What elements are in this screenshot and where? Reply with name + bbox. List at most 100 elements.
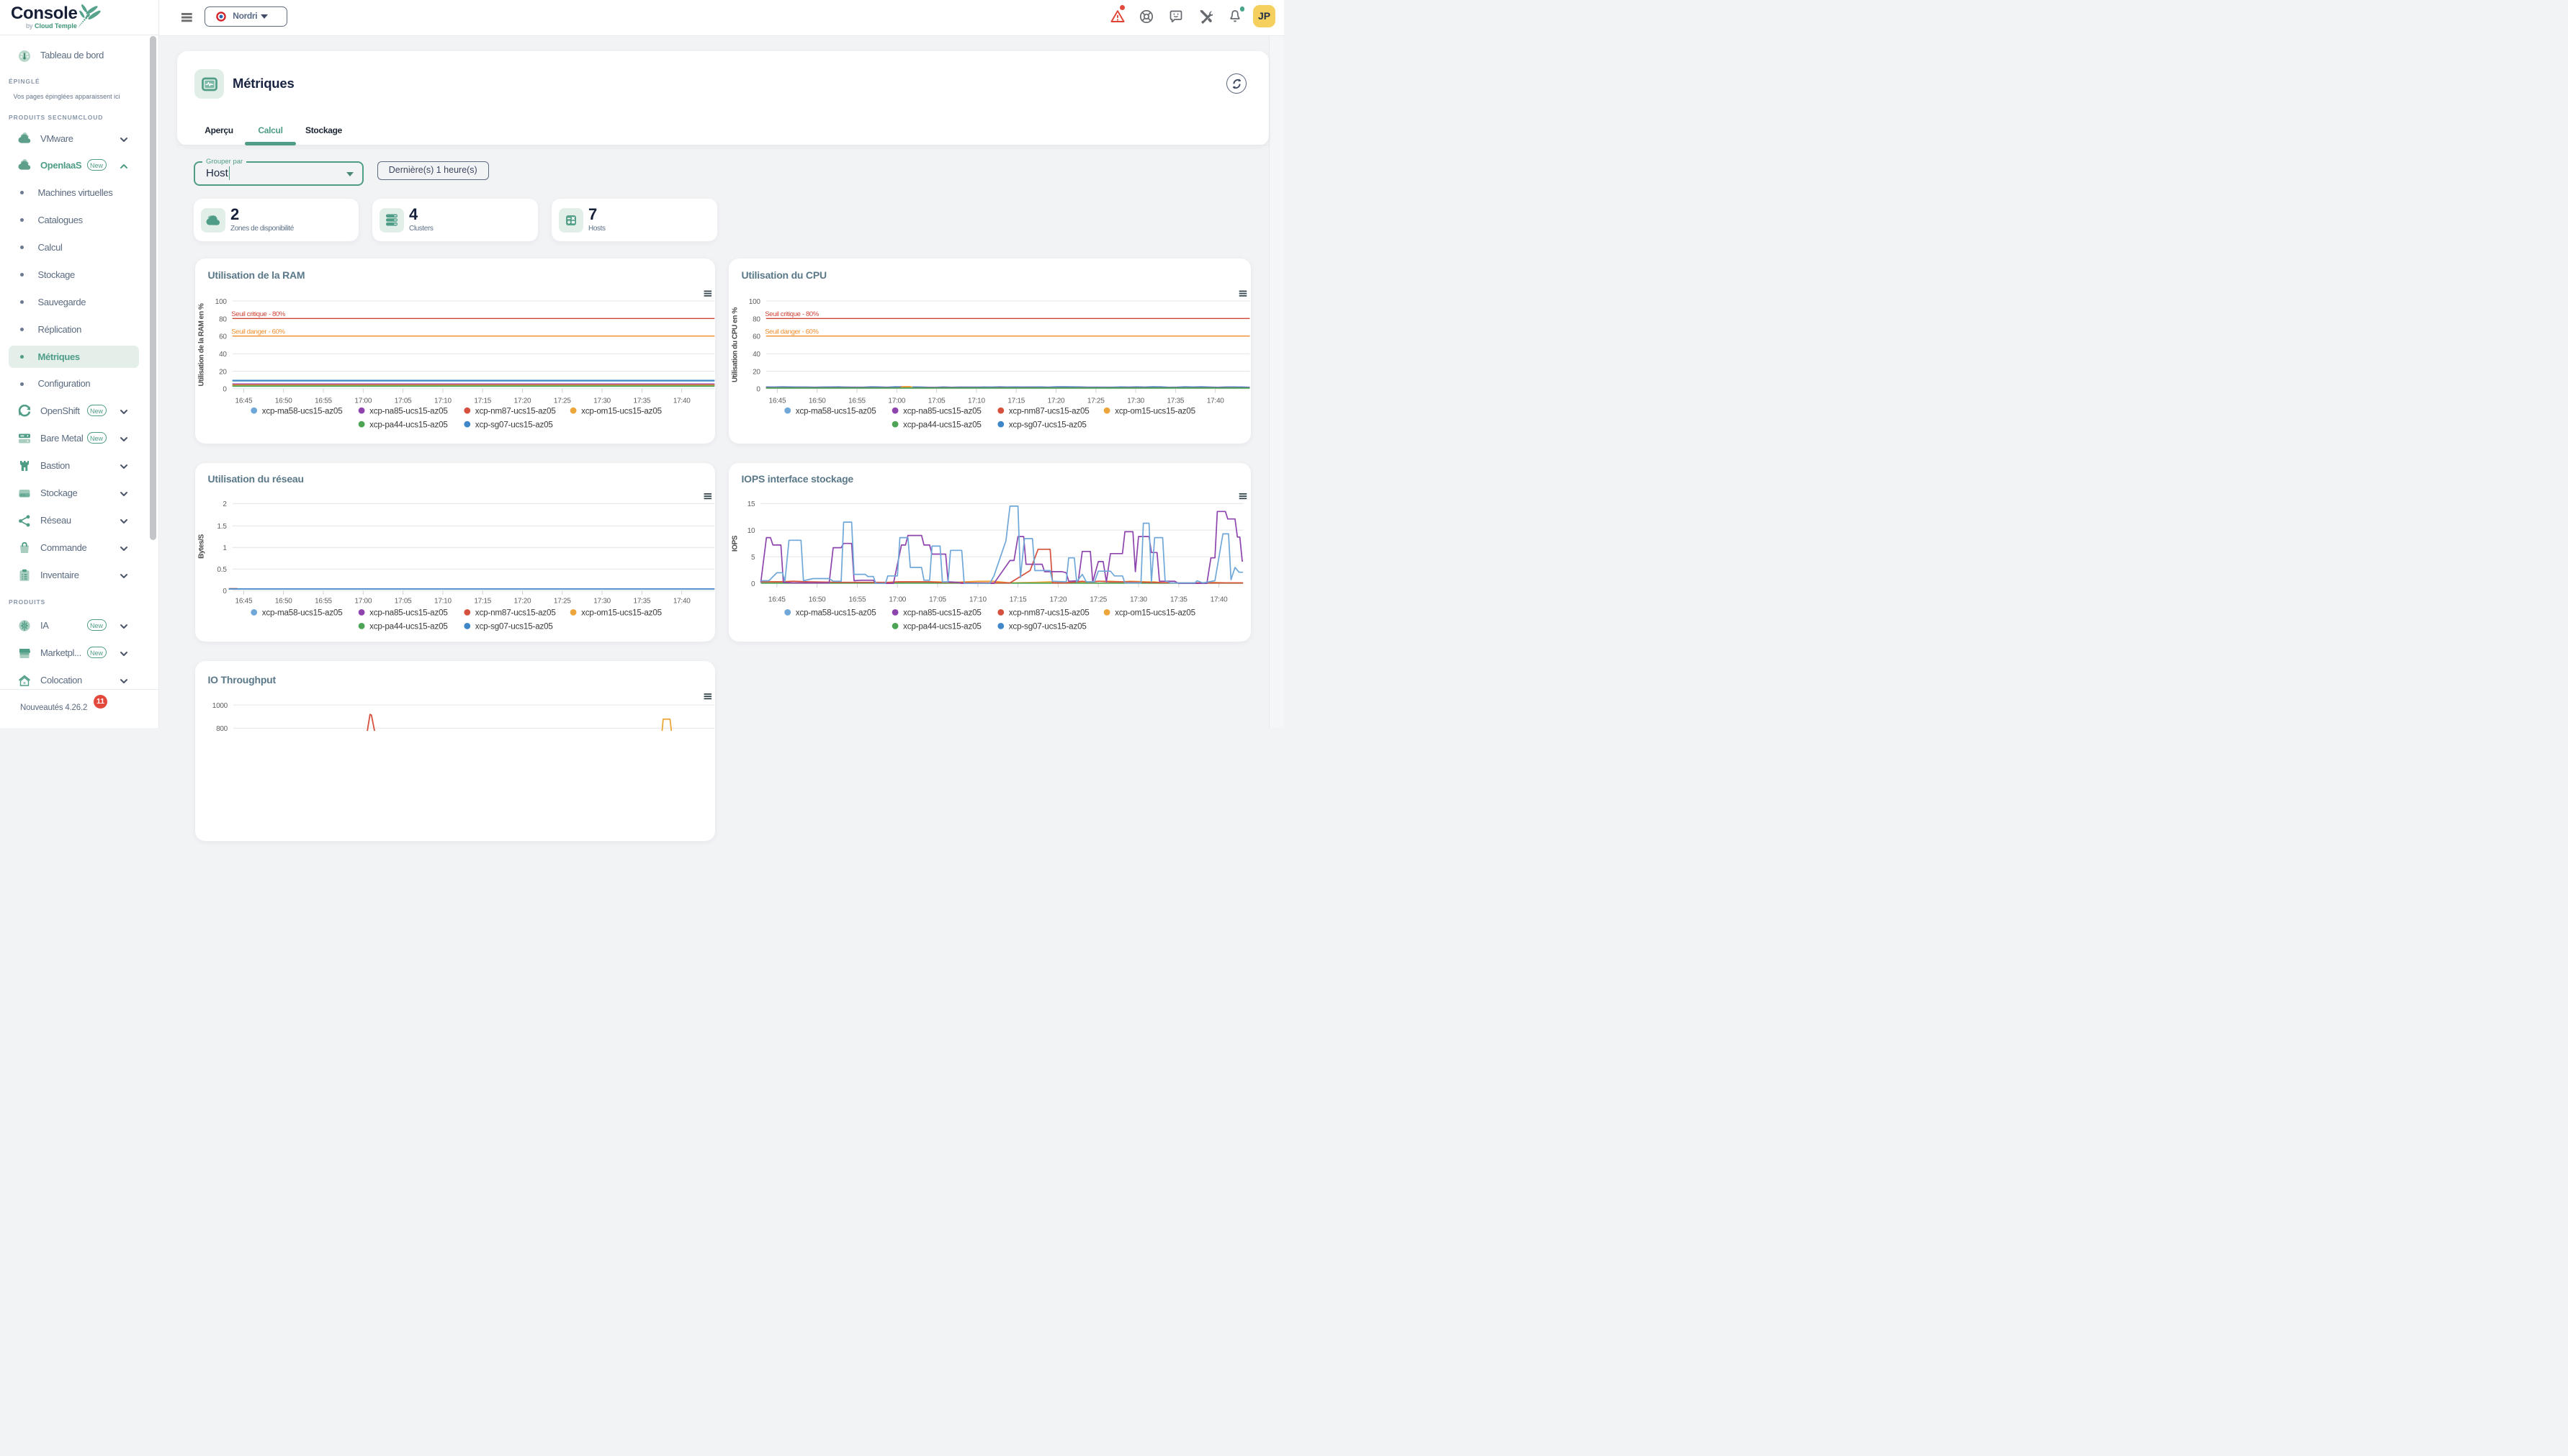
svg-text:17:40: 17:40 [673,397,690,405]
svg-text:17:15: 17:15 [474,397,491,405]
svg-text:17:10: 17:10 [434,597,452,605]
svg-text:17:15: 17:15 [1010,596,1027,603]
svg-text:17:35: 17:35 [1167,397,1185,405]
svg-text:17:40: 17:40 [1207,397,1224,405]
svg-text:Seuil critique - 80%: Seuil critique - 80% [766,310,820,318]
svg-text:Utilisation du réseau: Utilisation du réseau [207,473,303,485]
svg-text:5: 5 [751,554,755,562]
svg-text:17:05: 17:05 [929,596,946,603]
svg-text:17:25: 17:25 [1090,596,1108,603]
svg-text:xcp-nm87-ucs15-az05: xcp-nm87-ucs15-az05 [475,406,556,415]
svg-text:17:10: 17:10 [434,397,452,405]
svg-text:17:00: 17:00 [354,397,372,405]
svg-text:17:30: 17:30 [1130,596,1147,603]
svg-text:xcp-sg07-ucs15-az05: xcp-sg07-ucs15-az05 [1009,622,1087,632]
svg-text:IO Throughput: IO Throughput [207,674,276,686]
svg-text:17:00: 17:00 [354,597,372,605]
svg-text:16:50: 16:50 [809,397,826,405]
svg-text:17:20: 17:20 [513,397,531,405]
svg-text:17:40: 17:40 [673,597,690,605]
svg-text:16:45: 16:45 [235,397,252,405]
svg-text:Seuil danger - 60%: Seuil danger - 60% [766,328,820,336]
svg-text:xcp-na85-ucs15-az05: xcp-na85-ucs15-az05 [369,406,448,415]
svg-text:17:25: 17:25 [1087,397,1105,405]
svg-text:1000: 1000 [212,702,228,710]
svg-text:16:45: 16:45 [768,596,786,603]
svg-text:Seuil danger - 60%: Seuil danger - 60% [231,328,285,336]
svg-text:xcp-om15-ucs15-az05: xcp-om15-ucs15-az05 [1115,406,1196,415]
svg-text:10: 10 [747,527,755,535]
svg-text:xcp-pa44-ucs15-az05: xcp-pa44-ucs15-az05 [369,420,448,429]
svg-text:0: 0 [223,385,227,393]
svg-text:0: 0 [223,588,227,596]
svg-text:17:20: 17:20 [513,597,531,605]
svg-text:xcp-sg07-ucs15-az05: xcp-sg07-ucs15-az05 [475,622,553,632]
svg-text:100: 100 [749,297,761,305]
svg-text:16:50: 16:50 [809,596,826,603]
svg-text:Utilisation de la RAM: Utilisation de la RAM [207,269,305,281]
svg-text:17:05: 17:05 [394,597,411,605]
svg-text:0: 0 [757,385,761,393]
svg-text:xcp-sg07-ucs15-az05: xcp-sg07-ucs15-az05 [475,420,553,429]
svg-text:16:45: 16:45 [235,597,252,605]
svg-text:17:30: 17:30 [593,397,611,405]
svg-text:17:15: 17:15 [474,597,491,605]
svg-text:1: 1 [223,544,227,552]
svg-text:1.5: 1.5 [217,523,227,531]
svg-text:xcp-na85-ucs15-az05: xcp-na85-ucs15-az05 [903,406,982,415]
svg-text:80: 80 [219,315,227,323]
svg-text:IOPS: IOPS [732,535,740,552]
svg-text:Utilisation du CPU: Utilisation du CPU [742,269,827,281]
svg-text:17:25: 17:25 [554,397,571,405]
svg-text:xcp-nm87-ucs15-az05: xcp-nm87-ucs15-az05 [1009,608,1090,618]
svg-text:xcp-na85-ucs15-az05: xcp-na85-ucs15-az05 [903,608,982,618]
svg-text:17:30: 17:30 [1128,397,1145,405]
svg-text:80: 80 [753,315,760,323]
svg-text:16:50: 16:50 [274,397,292,405]
svg-text:17:20: 17:20 [1050,596,1067,603]
svg-text:40: 40 [219,350,227,358]
svg-text:17:00: 17:00 [889,397,906,405]
svg-text:xcp-om15-ucs15-az05: xcp-om15-ucs15-az05 [1115,608,1196,618]
svg-text:xcp-pa44-ucs15-az05: xcp-pa44-ucs15-az05 [903,420,982,429]
svg-text:xcp-ma58-ucs15-az05: xcp-ma58-ucs15-az05 [261,406,343,415]
svg-text:xcp-na85-ucs15-az05: xcp-na85-ucs15-az05 [369,608,448,618]
svg-text:16:55: 16:55 [848,397,866,405]
svg-text:Utilisation du CPU en %: Utilisation du CPU en % [732,307,740,382]
svg-text:16:50: 16:50 [274,597,292,605]
svg-text:17:05: 17:05 [928,397,946,405]
svg-text:20: 20 [753,368,760,376]
svg-text:17:05: 17:05 [394,397,411,405]
svg-text:16:55: 16:55 [849,596,866,603]
svg-text:xcp-sg07-ucs15-az05: xcp-sg07-ucs15-az05 [1009,420,1087,429]
svg-text:17:15: 17:15 [1008,397,1025,405]
svg-text:17:40: 17:40 [1211,596,1228,603]
svg-text:100: 100 [215,297,227,305]
svg-text:17:35: 17:35 [633,397,650,405]
svg-text:xcp-ma58-ucs15-az05: xcp-ma58-ucs15-az05 [261,608,343,618]
svg-text:15: 15 [747,500,755,508]
svg-text:17:30: 17:30 [593,597,611,605]
svg-text:xcp-nm87-ucs15-az05: xcp-nm87-ucs15-az05 [475,608,556,618]
svg-text:17:10: 17:10 [969,596,987,603]
svg-text:xcp-ma58-ucs15-az05: xcp-ma58-ucs15-az05 [796,608,877,618]
svg-text:800: 800 [216,725,228,733]
svg-text:xcp-om15-ucs15-az05: xcp-om15-ucs15-az05 [581,406,663,415]
svg-text:2: 2 [223,500,227,508]
svg-text:16:55: 16:55 [315,397,332,405]
svg-text:16:55: 16:55 [315,597,332,605]
svg-text:20: 20 [219,368,227,376]
svg-text:xcp-pa44-ucs15-az05: xcp-pa44-ucs15-az05 [903,622,982,632]
svg-text:Utilisation de la RAM en %: Utilisation de la RAM en % [197,302,205,385]
svg-text:60: 60 [753,333,760,341]
svg-text:17:00: 17:00 [889,596,907,603]
svg-text:60: 60 [219,333,227,341]
svg-text:Bytes/S: Bytes/S [197,534,205,559]
svg-text:xcp-nm87-ucs15-az05: xcp-nm87-ucs15-az05 [1009,406,1090,415]
svg-text:xcp-pa44-ucs15-az05: xcp-pa44-ucs15-az05 [369,622,448,632]
svg-text:xcp-ma58-ucs15-az05: xcp-ma58-ucs15-az05 [796,406,877,415]
svg-text:IOPS interface stockage: IOPS interface stockage [742,473,854,485]
svg-text:0: 0 [751,580,755,588]
svg-text:17:35: 17:35 [633,597,650,605]
svg-text:17:25: 17:25 [554,597,571,605]
